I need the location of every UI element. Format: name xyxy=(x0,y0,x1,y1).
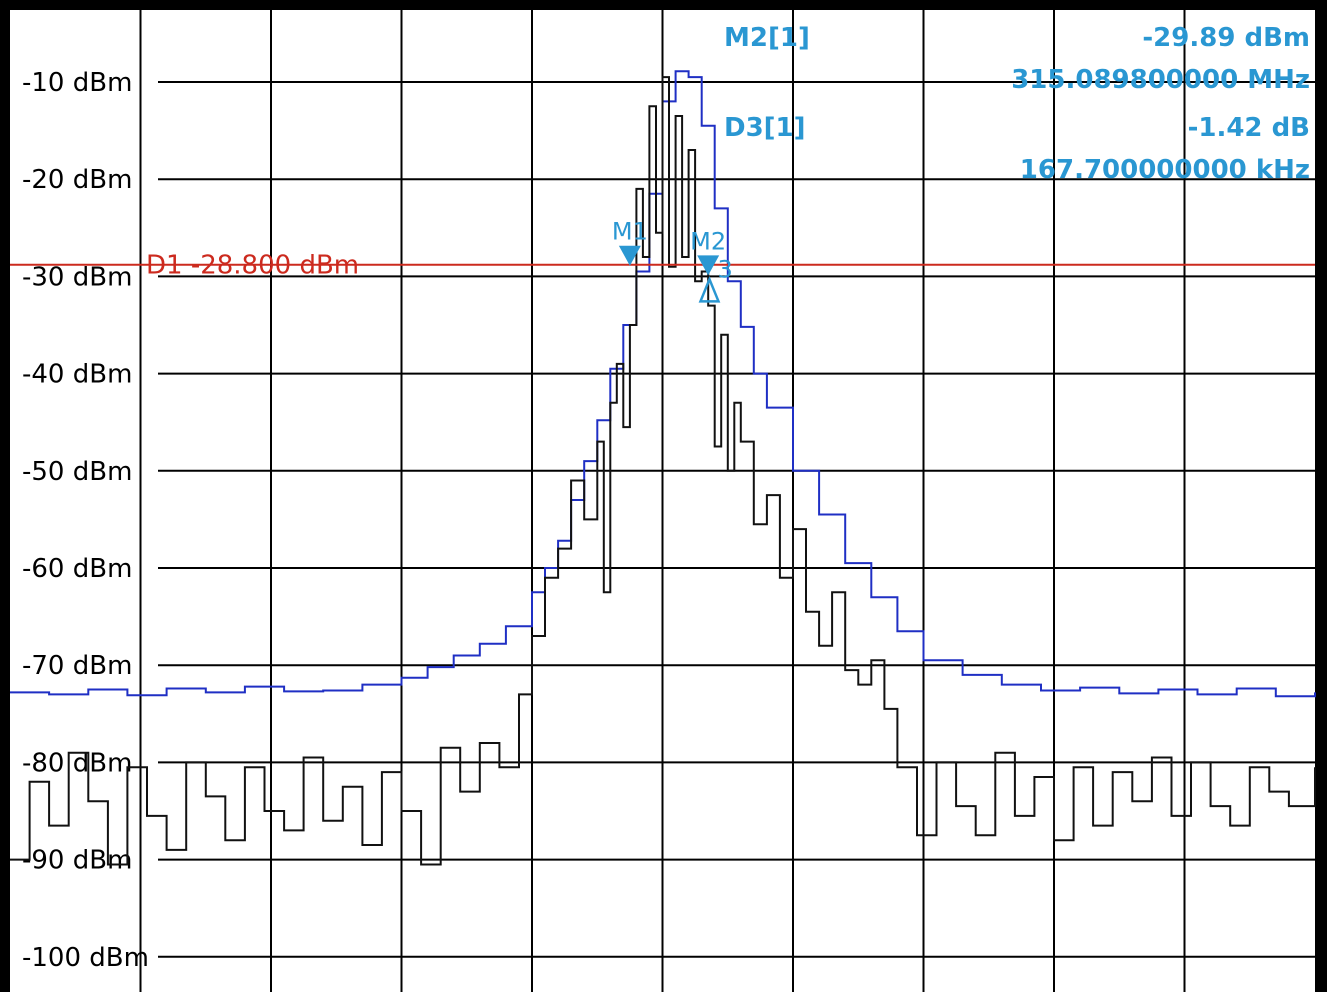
y-tick-label: -100 dBm xyxy=(22,943,149,973)
display-line-group: D1 -28.800 dBm xyxy=(10,251,1315,281)
y-tick-label: -10 dBm xyxy=(22,68,132,98)
y-tick-label: -30 dBm xyxy=(22,262,132,292)
marker-m1-tag: M1 xyxy=(612,218,648,246)
marker-m1-symbol xyxy=(618,245,641,266)
marker-d3-tag: 3 xyxy=(717,255,732,283)
m2-readout-label: M2[1] xyxy=(724,23,810,53)
display-line-label: D1 -28.800 dBm xyxy=(146,251,359,281)
d3-readout-label: D3[1] xyxy=(724,113,806,143)
traces xyxy=(10,70,1316,866)
d3-readout-frequency: 167.700000000 kHz xyxy=(1020,155,1310,185)
grid xyxy=(139,10,1315,992)
y-tick-label: -70 dBm xyxy=(22,651,132,681)
y-tick-label: -50 dBm xyxy=(22,457,132,487)
trace-2 xyxy=(10,76,1316,866)
markers: M1 M23 xyxy=(612,218,733,303)
y-axis-labels: -10 dBm -20 dBm -30 dBm -40 dBm -50 dBm -60 d… xyxy=(22,68,149,973)
marker-m2-tag: M2 xyxy=(690,227,726,255)
d3-readout-value: -1.42 dB xyxy=(1188,113,1310,143)
marker-readout: M2[1] -29.89 dBm 315.089800000 MHz D3[1]… xyxy=(724,23,1310,185)
y-tick-label: -20 dBm xyxy=(22,165,132,195)
y-tick-label: -40 dBm xyxy=(22,360,132,390)
marker-m2-symbol xyxy=(697,255,720,276)
m2-readout-value: -29.89 dBm xyxy=(1142,23,1310,53)
marker-d3-symbol xyxy=(698,276,721,303)
m2-readout-frequency: 315.089800000 MHz xyxy=(1011,65,1310,95)
y-tick-label: -60 dBm xyxy=(22,554,132,584)
y-tick-label: -90 dBm xyxy=(22,846,132,876)
